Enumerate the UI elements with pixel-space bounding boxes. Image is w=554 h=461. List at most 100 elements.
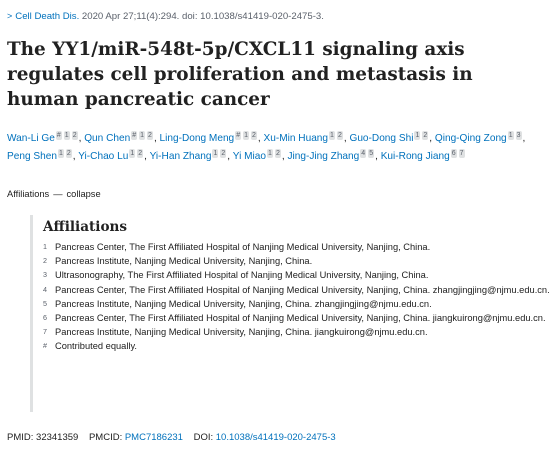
affiliation-marker[interactable]: 2 <box>422 131 429 140</box>
equal-contribution-marker[interactable]: # <box>235 131 242 140</box>
affiliation-text: Pancreas Institute, Nanjing Medical Univ… <box>55 298 432 309</box>
affiliation-number: 5 <box>43 298 47 308</box>
affiliation-marker[interactable]: 1 <box>329 131 335 140</box>
affiliation-marker[interactable]: 7 <box>458 148 465 158</box>
doi-label: DOI: <box>193 432 214 443</box>
author-separator: , <box>257 133 264 144</box>
affiliations-list: 1 Pancreas Center, The First Affiliated H… <box>43 240 550 354</box>
affiliation-text: Ultrasonography, The First Affiliated Ho… <box>55 270 429 281</box>
author-name-link[interactable]: Qun Chen <box>84 133 131 144</box>
journal-citation: > Cell Death Dis. 2020 Apr 27;11(4):294. … <box>7 11 324 22</box>
affiliation-marker[interactable]: 4 <box>360 148 367 158</box>
author-separator: , <box>281 150 288 162</box>
author-name-link[interactable]: Yi Miao <box>232 150 267 162</box>
author: Guo-Dong Shi 1 2 <box>349 131 429 144</box>
affiliation-marker[interactable]: 2 <box>65 148 72 158</box>
minus-icon: — <box>53 189 63 199</box>
author-separator: , <box>343 133 350 144</box>
author-name-link[interactable]: Peng Shen <box>7 150 57 162</box>
author-name-link[interactable]: Qing-Qing Zong <box>434 133 507 144</box>
affiliation-marker[interactable]: 2 <box>147 131 153 140</box>
author: Jing-Jing Zhang 4 5 <box>287 148 375 162</box>
author-separator: , <box>375 150 381 162</box>
affiliations-heading: Affiliations <box>43 219 128 235</box>
affiliation-number: # <box>43 341 47 351</box>
affiliation-marker[interactable]: 1 <box>243 131 249 140</box>
author: Xu-Min Huang 1 2 <box>263 131 344 144</box>
author-list: Wan-Li Ge #1 2, Qun Chen #1 2, Ling-Dong Men… <box>7 130 552 165</box>
affiliation-marker[interactable]: 2 <box>251 131 257 140</box>
article-title: The YY1/miR-548t-5p/CXCL11 signaling axi… <box>7 39 473 110</box>
affiliation-marker[interactable]: 2 <box>336 131 343 140</box>
affiliation-marker[interactable]: 5 <box>368 148 375 158</box>
affiliation-item: 6 Pancreas Center, The First Affiliated H… <box>43 311 550 325</box>
author-name-link[interactable]: Kui-Rong Jiang <box>380 150 450 162</box>
affiliation-number: 3 <box>43 270 47 280</box>
affiliation-number: 6 <box>43 313 47 323</box>
equal-contribution-marker[interactable]: # <box>55 131 62 140</box>
journal-link[interactable]: Cell Death Dis. <box>15 11 80 22</box>
affiliation-item: 7 Pancreas Institute, Nanjing Medical Uni… <box>43 325 550 339</box>
affiliation-item: # Contributed equally. <box>43 339 550 353</box>
author-name-link[interactable]: Ling-Dong Meng <box>159 133 235 144</box>
affiliation-marker[interactable]: 1 <box>63 131 70 140</box>
doi-link[interactable]: 10.1038/s41419-020-2475-3 <box>215 432 336 443</box>
affiliation-marker[interactable]: 1 <box>57 148 64 158</box>
author-name-link[interactable]: Guo-Dong Shi <box>349 133 414 144</box>
affiliation-marker[interactable]: 2 <box>220 148 227 158</box>
affiliation-text: Pancreas Center, The First Affiliated Ho… <box>55 284 550 295</box>
author-name-link[interactable]: Jing-Jing Zhang <box>287 150 360 162</box>
author: Qun Chen #1 2 <box>84 131 154 144</box>
affiliation-marker[interactable]: 3 <box>515 131 522 140</box>
affiliation-item: 2 Pancreas Institute, Nanjing Medical Uni… <box>43 254 550 268</box>
pmid-value: 32341359 <box>36 432 79 443</box>
affiliation-marker[interactable]: 6 <box>450 148 457 158</box>
author-name-link[interactable]: Xu-Min Huang <box>263 133 329 144</box>
author-separator: , <box>522 133 526 144</box>
affiliation-marker[interactable]: 1 <box>414 131 421 140</box>
author-separator: , <box>429 133 435 144</box>
affiliation-item: 1 Pancreas Center, The First Affiliated H… <box>43 240 550 254</box>
author-separator: , <box>144 150 150 162</box>
chevron-right-icon: > <box>7 11 13 21</box>
author-name-link[interactable]: Wan-Li Ge <box>7 133 55 144</box>
affiliation-item: 5 Pancreas Institute, Nanjing Medical Uni… <box>43 297 550 311</box>
affiliation-marker[interactable]: 1 <box>267 148 273 158</box>
author-separator: , <box>72 150 79 162</box>
affiliation-text: Contributed equally. <box>55 341 138 352</box>
author: Wan-Li Ge #1 2 <box>7 131 79 144</box>
affiliations-panel: Affiliations 1 Pancreas Center, The First… <box>30 215 550 412</box>
affiliation-item: 3 Ultrasonography, The First Affiliated H… <box>43 268 550 282</box>
author-name-link[interactable]: Yi-Chao Lu <box>78 150 129 162</box>
citation-details: 2020 Apr 27;11(4):294. doi: 10.1038/s414… <box>79 11 324 22</box>
affiliation-item: 4 Pancreas Center, The First Affiliated H… <box>43 283 550 297</box>
author: Kui-Rong Jiang 6 7 <box>380 148 466 162</box>
affiliation-marker[interactable]: 2 <box>274 148 281 158</box>
affiliation-text: Pancreas Institute, Nanjing Medical Univ… <box>55 256 313 267</box>
pmcid-link[interactable]: PMC7186231 <box>124 432 183 443</box>
author-separator: , <box>153 133 160 144</box>
affiliation-marker[interactable]: 2 <box>71 131 78 140</box>
equal-contribution-marker[interactable]: # <box>131 131 138 140</box>
affiliation-number: 2 <box>43 256 47 266</box>
affiliation-marker[interactable]: 1 <box>139 131 146 140</box>
author: Yi-Chao Lu 1 2 <box>78 148 144 162</box>
affiliation-marker[interactable]: 1 <box>129 148 136 158</box>
collapse-link[interactable]: collapse <box>66 189 101 199</box>
pmid-label: PMID: <box>7 432 34 443</box>
affiliation-marker[interactable]: 1 <box>212 148 219 158</box>
author: Peng Shen 1 2 <box>7 148 73 162</box>
affiliation-marker[interactable]: 2 <box>137 148 144 158</box>
author: Ling-Dong Meng #1 2 <box>159 131 258 144</box>
author-name-link[interactable]: Yi-Han Zhang <box>149 150 212 162</box>
author: Qing-Qing Zong 1 3 <box>434 131 523 144</box>
affiliation-marker[interactable]: 1 <box>507 131 514 140</box>
affiliation-text: Pancreas Center, The First Affiliated Ho… <box>55 242 431 252</box>
affiliation-number: 4 <box>43 284 47 294</box>
pmcid-label: PMCID: <box>88 432 123 443</box>
article-identifiers: PMID: 32341359 PMCID: PMC7186231 DOI: 10… <box>7 432 336 443</box>
affiliation-text: Pancreas Institute, Nanjing Medical Univ… <box>55 327 428 338</box>
affiliations-toggle: Affiliations — collapse <box>7 189 101 199</box>
affiliation-text: Pancreas Center, The First Affiliated Ho… <box>55 313 546 324</box>
affiliation-number: 7 <box>43 327 47 337</box>
